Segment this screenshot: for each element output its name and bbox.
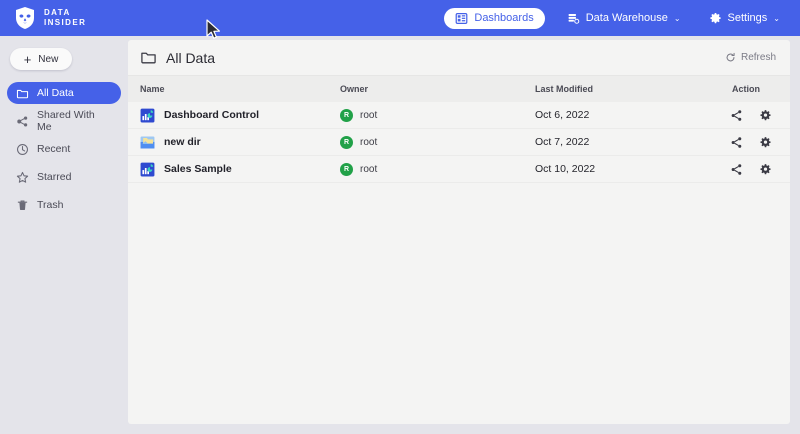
sidebar-label-trash: Trash [37, 199, 64, 211]
file-name: new dir [164, 136, 201, 148]
gear-icon[interactable] [759, 163, 772, 176]
main-header: All Data Refresh [128, 40, 790, 76]
brand-line-2: INSIDER [44, 18, 87, 27]
page-title: All Data [166, 49, 216, 66]
column-header-action: Action [732, 84, 760, 94]
share-icon[interactable] [730, 109, 743, 122]
plus-icon: + [23, 51, 32, 67]
refresh-button[interactable]: Refresh [725, 52, 776, 63]
folder-icon [141, 52, 156, 64]
chevron-down-icon: ⌄ [673, 13, 681, 23]
table-header-row: Name Owner Last Modified Action [128, 76, 790, 102]
column-header-owner: Owner [340, 84, 369, 94]
folder-icon [16, 89, 29, 98]
main-panel: All Data Refresh Name Owner Last Modifie… [128, 40, 790, 424]
nav-label-settings: Settings [727, 12, 768, 24]
avatar: R [340, 108, 353, 122]
nav-item-data-warehouse[interactable]: Data Warehouse ⌄ [561, 8, 687, 29]
brand-line-1: DATA [44, 8, 71, 17]
gear-icon[interactable] [759, 136, 772, 149]
cell-name[interactable]: Sales Sample [140, 162, 340, 177]
share-icon[interactable] [730, 163, 743, 176]
column-header-name: Name [140, 84, 165, 94]
file-name: Dashboard Control [164, 109, 260, 121]
clock-icon [17, 143, 28, 155]
cell-action [730, 136, 790, 149]
avatar: R [340, 135, 353, 149]
gear-icon[interactable] [759, 109, 772, 122]
cell-owner: R root [340, 108, 535, 122]
nav-label-dashboards: Dashboards [474, 12, 534, 24]
new-button[interactable]: + New [10, 48, 72, 70]
sidebar-label-shared-with-me: Shared With Me [37, 109, 95, 133]
dashboard-chart-file-icon [140, 108, 155, 122]
sidebar-item-all-data[interactable]: All Data [7, 82, 121, 104]
share-icon[interactable] [730, 136, 743, 149]
cell-last-modified: Oct 6, 2022 [535, 109, 590, 121]
table-row[interactable]: Sales Sample R root Oct 10, 2022 [128, 156, 790, 183]
folder-file-icon [140, 136, 155, 148]
trash-icon [17, 199, 28, 210]
avatar: R [340, 162, 353, 176]
sidebar-label-all-data: All Data [37, 87, 74, 99]
cell-last-modified: Oct 7, 2022 [535, 136, 590, 148]
sidebar-label-recent: Recent [37, 143, 71, 155]
sidebar-item-trash[interactable]: Trash [7, 194, 121, 216]
nav-item-dashboards[interactable]: Dashboards [444, 7, 545, 29]
nav-item-settings[interactable]: Settings ⌄ [703, 8, 786, 29]
file-name: Sales Sample [164, 163, 232, 175]
cell-action [730, 163, 790, 176]
sidebar-item-recent[interactable]: Recent [7, 138, 121, 160]
owner-name: root [360, 109, 378, 121]
brand-logo[interactable]: DATA INSIDER [14, 6, 86, 30]
database-stack-icon [568, 13, 579, 24]
sidebar-nav-list: All Data Shared With Me Recent [7, 82, 121, 222]
nav-label-data-warehouse: Data Warehouse [585, 12, 668, 24]
refresh-icon [726, 52, 735, 62]
cell-name[interactable]: new dir [140, 135, 340, 150]
sidebar-item-shared-with-me[interactable]: Shared With Me [7, 109, 121, 133]
top-navigation-bar: DATA INSIDER Dashboards [0, 0, 800, 36]
gear-icon [709, 12, 721, 23]
owner-name: root [360, 163, 378, 175]
share-nodes-icon [17, 115, 28, 127]
page-title-group: All Data [140, 49, 215, 66]
dashboard-grid-icon [455, 12, 468, 24]
sidebar-item-starred[interactable]: Starred [7, 166, 121, 188]
column-header-last-modified: Last Modified [535, 84, 593, 94]
cell-last-modified: Oct 10, 2022 [535, 163, 596, 175]
new-button-label: New [38, 53, 59, 65]
cell-name[interactable]: Dashboard Control [140, 108, 340, 123]
sidebar-label-starred: Starred [37, 171, 72, 183]
sidebar: + New All Data Shared With Me [0, 36, 128, 434]
brand-text: DATA INSIDER [44, 8, 86, 28]
cell-owner: R root [340, 162, 535, 176]
cell-action [730, 109, 790, 122]
cell-owner: R root [340, 135, 535, 149]
chevron-down-icon: ⌄ [773, 13, 780, 23]
table-row[interactable]: new dir R root Oct 7, 2022 [128, 129, 790, 156]
owl-shield-logo-icon [16, 7, 34, 29]
dashboard-chart-file-icon [140, 162, 155, 176]
top-nav-items: Dashboards Data Warehouse ⌄ Settings [444, 7, 786, 29]
owner-name: root [360, 136, 378, 148]
star-icon [16, 171, 29, 183]
refresh-label: Refresh [740, 52, 776, 63]
table-row[interactable]: Dashboard Control R root Oct 6, 2022 [128, 102, 790, 129]
